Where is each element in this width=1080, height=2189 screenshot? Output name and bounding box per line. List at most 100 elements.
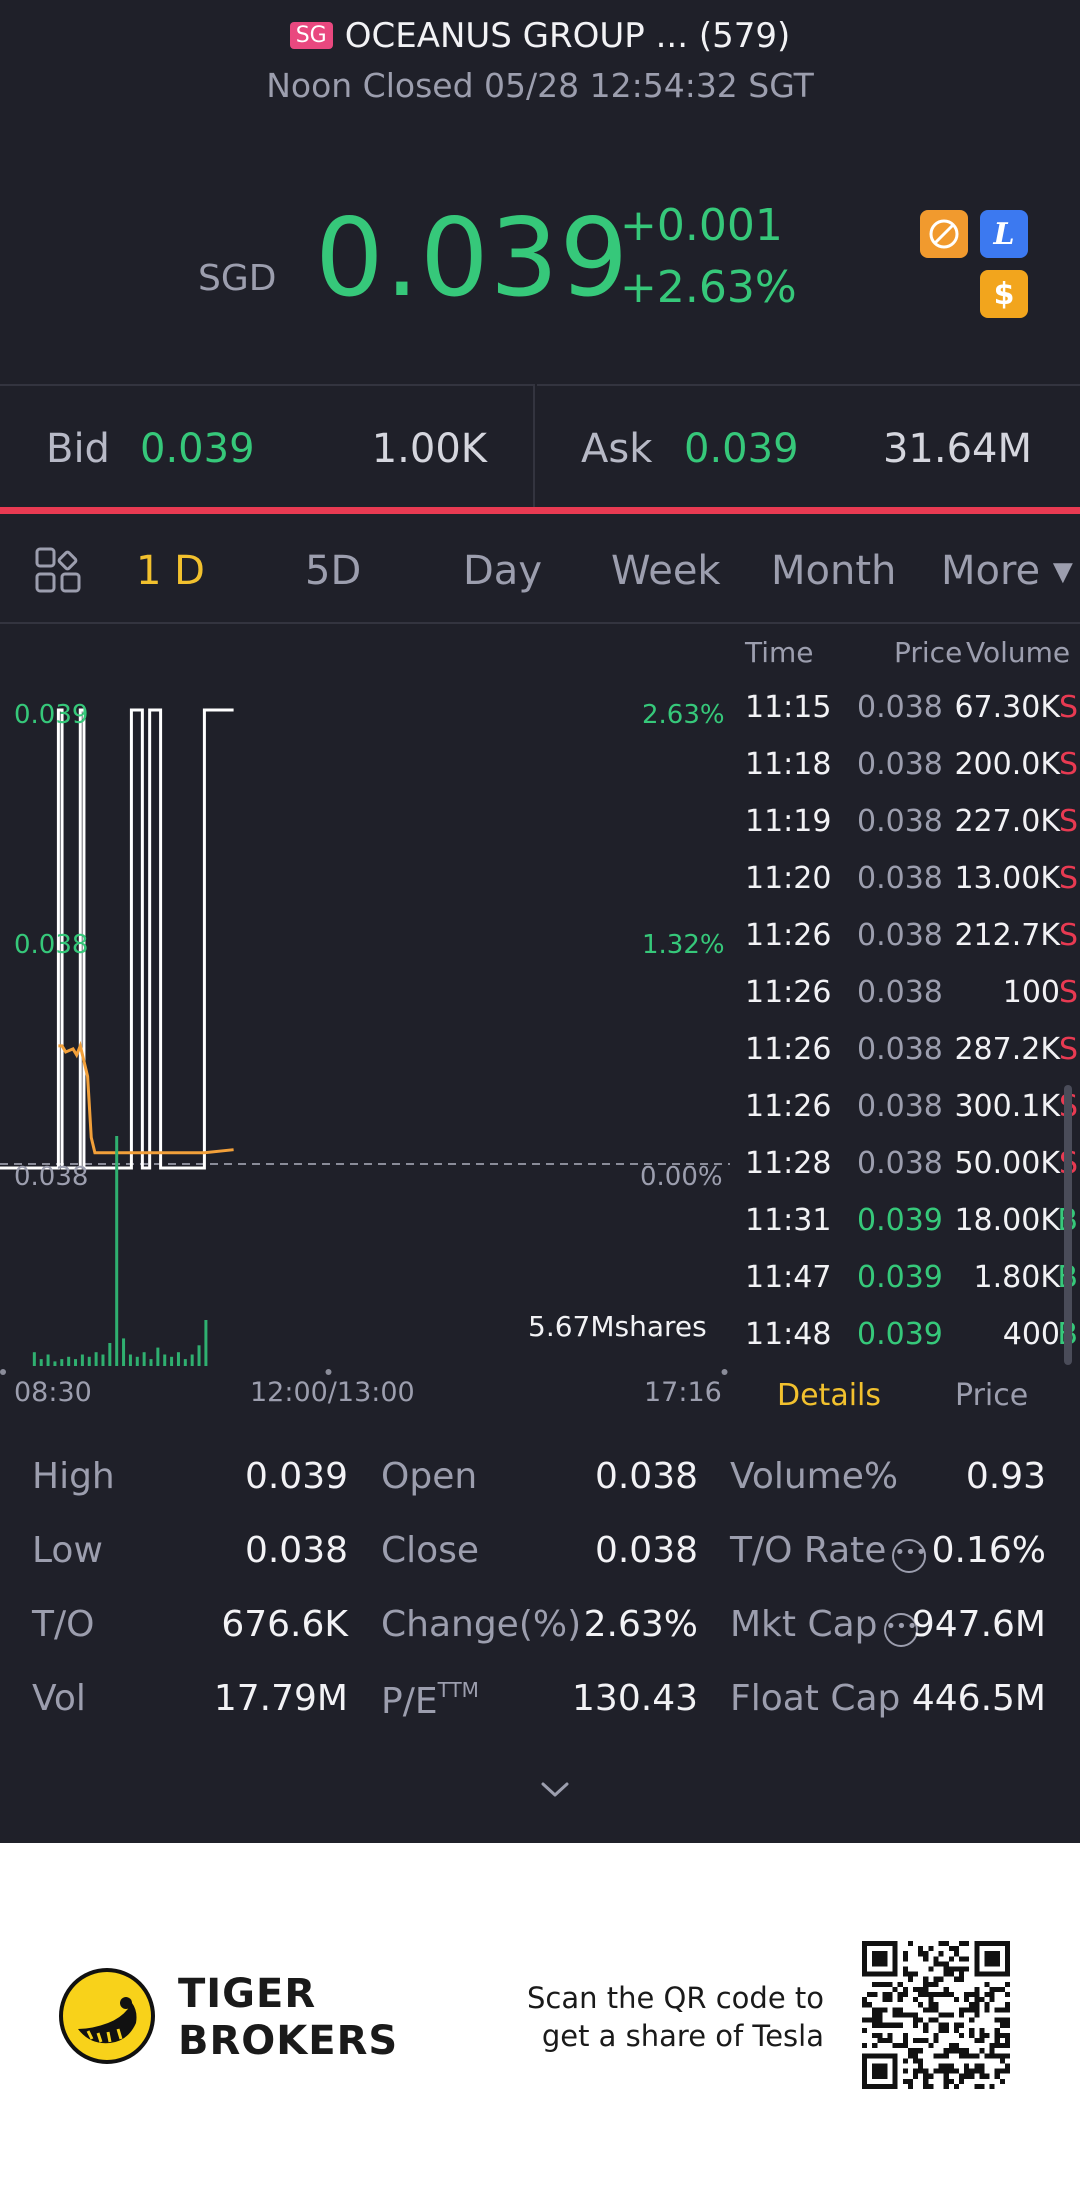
trade-volume: 400 [1002,1317,1060,1352]
volume-label: 5.67Mshares [528,1310,707,1343]
trade-side: S [1058,804,1078,839]
volume-bar [53,1361,57,1366]
stat-mktcap-label: Mkt Cap ••• [730,1604,918,1647]
stat-high-label: High [32,1456,115,1497]
trade-price: 0.039 [857,1317,943,1352]
tab-1d[interactable]: 1 D [136,548,205,594]
trade-price: 0.038 [857,690,943,725]
price-change-percent: +2.63% [620,262,797,313]
expand-chevron-icon[interactable] [538,1778,572,1802]
trade-volume: 300.1K [954,1089,1060,1124]
stat-pe-text: P/E [381,1681,438,1722]
stat-open-label: Open [381,1456,478,1497]
volume-bar [197,1345,201,1366]
grid-layout-icon[interactable] [34,546,82,594]
x-tick-open: 08:30 [14,1377,92,1408]
y-tick-left-top: 0.039 [14,700,89,730]
qr-code-icon[interactable] [862,1941,1010,2089]
stat-low-value: 0.038 [244,1530,348,1571]
trade-price: 0.038 [857,1032,943,1067]
trade-volume: 212.7K [954,918,1060,953]
trade-volume: 200.0K [954,747,1060,782]
tab-details[interactable]: Details [777,1378,882,1413]
stat-pe-sup: TTM [437,1678,479,1702]
volume-bar [170,1356,174,1366]
level1-icon[interactable]: L [980,210,1028,258]
stat-close-label: Close [381,1530,480,1571]
trade-volume: 13.00K [954,861,1060,896]
bid-price: 0.039 [140,426,255,472]
stat-changepct-value: 2.63% [583,1604,698,1645]
stat-floatcap-label: Float Cap [730,1678,901,1719]
trade-time: 11:26 [745,918,832,953]
volume-bar [115,1136,119,1366]
quote-screen: SG OCEANUS GROUP ... (579) Noon Closed 05… [0,0,1080,1843]
volume-bar [142,1352,146,1366]
stock-title[interactable]: SG OCEANUS GROUP ... (579) [0,16,1080,56]
trades-header-volume: Volume [966,636,1071,669]
stat-vol-label: Vol [32,1678,86,1719]
trade-volume: 50.00K [954,1146,1060,1181]
trade-row: 11:26 0.038 287.2K S [740,1032,1080,1089]
y-tick-right-mid: 1.32% [642,930,725,960]
bid-label: Bid [46,426,110,472]
tab-price[interactable]: Price [955,1378,1029,1413]
tab-more[interactable]: More ▼ [941,548,1073,594]
tab-5d[interactable]: 5D [305,548,362,594]
volume-bar [149,1359,153,1366]
trades-header-price: Price [894,636,963,669]
volume-bar [128,1354,132,1366]
scan-text-line2: get a share of Tesla [541,2019,824,2053]
volume-bar [183,1359,187,1366]
tab-month[interactable]: Month [771,548,897,594]
stat-to-value: 676.6K [221,1604,348,1645]
stat-volpct-label: Volume% [730,1456,899,1497]
trade-volume: 18.00K [954,1203,1060,1238]
ask-panel[interactable]: Ask 0.039 31.64M [537,384,1080,508]
average-line [58,1040,234,1155]
stat-vol-value: 17.79M [213,1678,348,1719]
price-change: +0.001 [620,200,783,251]
trade-time: 11:18 [745,747,832,782]
stat-torate-label: T/O Rate ••• [730,1530,927,1573]
share-footer: TIGER BROKERS Scan the QR code to get a … [0,1843,1080,2189]
trade-time: 11:26 [745,1032,832,1067]
intraday-chart[interactable] [0,626,730,1406]
stat-torate-text: T/O Rate [730,1530,887,1571]
volume-bar [176,1352,180,1366]
more-info-icon[interactable]: ••• [883,1613,918,1647]
volume-bar [80,1354,84,1366]
market-status: Noon Closed 05/28 12:54:32 SGT [266,66,814,105]
volume-bar [135,1356,139,1366]
trade-side: S [1058,690,1078,725]
x-axis-dot [0,1369,6,1375]
trade-side: S [1058,747,1078,782]
volume-bar [87,1356,91,1366]
stat-low-label: Low [32,1530,103,1571]
tab-week[interactable]: Week [611,548,721,594]
trade-volume: 1.80K [973,1260,1060,1295]
trade-side: S [1058,1032,1078,1067]
trade-list-scrollbar[interactable] [1064,1085,1072,1365]
no-short-icon[interactable] [920,210,968,258]
dollar-icon[interactable]: $ [980,270,1028,318]
level1-label: L [993,216,1015,252]
volume-bar [60,1359,64,1366]
stat-volpct-value: 0.93 [965,1456,1046,1497]
trade-price: 0.038 [857,918,943,953]
y-tick-right-top: 2.63% [642,700,725,730]
bid-panel[interactable]: Bid 0.039 1.00K [0,384,535,508]
tab-day[interactable]: Day [463,548,542,594]
volume-bar [94,1352,98,1366]
trade-time: 11:15 [745,690,832,725]
tab-more-label: More [941,548,1041,594]
trade-side: S [1058,918,1078,953]
trade-row: 11:15 0.038 67.30K S [740,690,1080,747]
trade-price: 0.038 [857,861,943,896]
trade-row: 11:26 0.038 100 S [740,975,1080,1032]
stat-open-value: 0.038 [594,1456,698,1497]
more-info-icon[interactable]: ••• [892,1539,927,1573]
y-tick-left-bottom: 0.038 [14,1162,89,1192]
